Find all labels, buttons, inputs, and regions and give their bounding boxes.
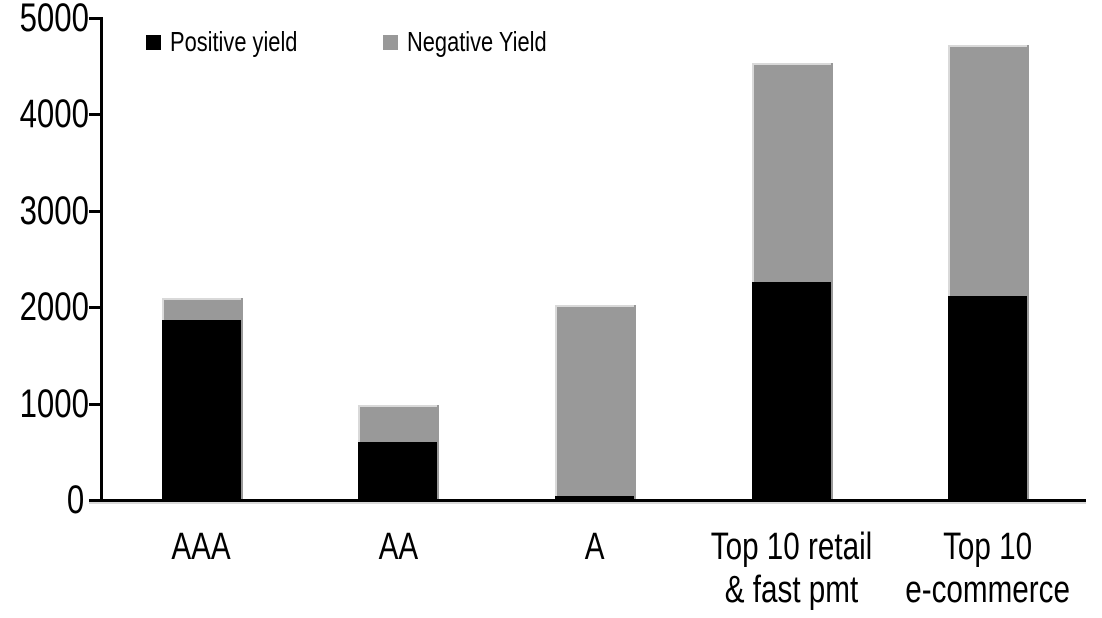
x-category-label: A — [584, 526, 605, 568]
y-tick — [89, 17, 103, 20]
chart-legend: Positive yield Negative Yield — [146, 26, 586, 58]
x-category-label: AA — [378, 526, 418, 568]
bar-column — [751, 63, 831, 500]
bar-segment-negative-yield — [751, 63, 831, 283]
x-category-label: Top 10 e-commerce — [905, 526, 1071, 611]
bar-segment-positive-yield — [948, 295, 1028, 500]
y-tick-label: 3000 — [19, 188, 89, 233]
negative-yield-swatch-icon — [383, 34, 399, 50]
x-category-label: AAA — [171, 526, 231, 568]
y-tick — [89, 402, 103, 406]
bar-segment-positive-yield — [555, 496, 634, 500]
y-tick-label: 0 — [66, 478, 84, 522]
x-axis-line — [89, 499, 1086, 502]
y-axis-line — [100, 18, 103, 503]
y-tick-label: 4000 — [19, 92, 89, 137]
bar-segment-positive-yield — [751, 282, 831, 500]
bar-column — [948, 44, 1028, 500]
y-tick — [89, 209, 103, 213]
y-tick-label: 5000 — [19, 0, 89, 40]
bar-column — [358, 404, 438, 500]
x-category-label: Top 10 retail & fast pmt — [710, 526, 872, 611]
bar-segment-negative-yield — [358, 404, 438, 443]
bar-segment-negative-yield — [161, 297, 241, 320]
y-tick-label: 1000 — [19, 381, 89, 426]
bar-segment-negative-yield — [948, 44, 1028, 296]
positive-yield-swatch-icon — [146, 34, 161, 50]
y-tick — [89, 306, 103, 310]
legend-label-positive-yield: Positive yield — [170, 26, 298, 57]
bar-segment-positive-yield — [161, 319, 241, 500]
y-tick-label: 2000 — [19, 285, 89, 330]
bar-column — [161, 297, 241, 500]
bar-segment-positive-yield — [358, 442, 438, 500]
legend-label-negative-yield: Negative Yield — [407, 26, 548, 57]
y-tick — [89, 499, 103, 502]
bar-segment-negative-yield — [555, 305, 634, 497]
legend-item-negative-yield: Negative Yield — [383, 26, 586, 58]
legend-item-positive-yield: Positive yield — [146, 26, 333, 58]
bar-column — [555, 305, 634, 500]
y-tick — [89, 113, 103, 117]
